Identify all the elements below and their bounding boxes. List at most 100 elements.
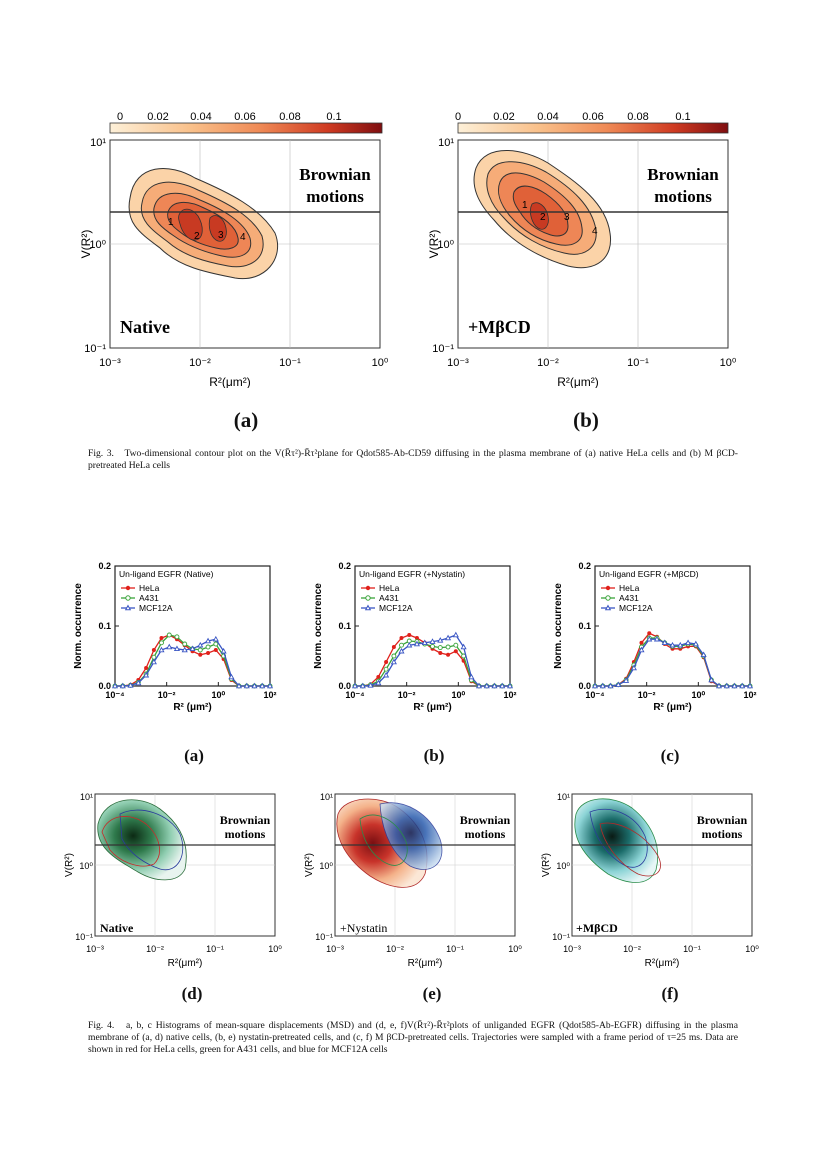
data-point xyxy=(646,635,653,642)
panel-letter: (b) xyxy=(573,408,599,432)
data-point xyxy=(591,682,599,689)
y-tick: 10¹ xyxy=(557,792,570,802)
x-tick: 10⁻³ xyxy=(326,944,344,954)
x-tick: 10⁰ xyxy=(268,944,282,954)
data-point xyxy=(692,640,699,647)
x-tick: 10⁻² xyxy=(158,690,176,700)
x-tick: 10⁻⁴ xyxy=(345,690,364,700)
brownian-label: Brownian xyxy=(220,813,271,827)
x-axis-label: R²(μm²) xyxy=(557,375,599,388)
data-point xyxy=(437,645,443,651)
data-point xyxy=(475,682,483,689)
histogram-chart: 0.2 0.1 0.010⁻⁴ 10⁻² 10⁰ 10² R² (μm²) Norm. occ… xyxy=(553,561,757,713)
x-axis-label: R² (μm²) xyxy=(413,702,451,713)
x-tick: 10⁰ xyxy=(212,690,226,700)
data-point xyxy=(351,682,359,689)
data-point xyxy=(677,641,684,648)
contour-blob xyxy=(128,167,279,280)
panel-letter: (e) xyxy=(422,984,442,1003)
legend-label: A431 xyxy=(619,593,639,603)
data-point xyxy=(506,682,514,689)
data-point xyxy=(159,636,164,640)
plot-frame xyxy=(354,565,511,687)
y-tick: 0.2 xyxy=(338,561,351,571)
colorbar-tick: 0.06 xyxy=(582,111,603,123)
data-point xyxy=(205,644,211,650)
x-tick: 10⁰ xyxy=(745,944,759,954)
data-point xyxy=(375,679,382,686)
contour-panel-e: Brownian motions +Nystatin 10¹ 10⁰ 10⁻¹ … xyxy=(304,792,522,969)
condition-label: +Nystatin xyxy=(340,921,387,935)
data-point xyxy=(390,658,397,665)
caption-lead: Fig. 3. xyxy=(88,448,114,459)
x-tick: 10⁻² xyxy=(189,357,211,369)
x-tick: 10⁰ xyxy=(372,357,389,369)
colorbar-tick: 0.02 xyxy=(147,111,168,123)
y-axis-label: V(R²) xyxy=(541,853,552,877)
x-tick: 10² xyxy=(263,690,276,700)
data-point xyxy=(206,651,211,655)
colorbar-ticks: 0 0.02 0.04 0.06 0.08 0.1 xyxy=(117,111,342,123)
data-point xyxy=(421,639,428,646)
colorbar-tick: 0.04 xyxy=(537,111,558,123)
panel-letter: (c) xyxy=(660,746,680,765)
colorbar-tick: 0.06 xyxy=(234,111,255,123)
x-tick: 10⁻¹ xyxy=(627,357,649,369)
panel-letter: (d) xyxy=(181,984,203,1003)
data-point xyxy=(429,638,436,644)
brownian-label: motions xyxy=(702,827,743,841)
data-point xyxy=(445,644,451,650)
x-tick: 10⁰ xyxy=(692,690,706,700)
data-point xyxy=(204,637,212,644)
y-tick: 10⁻¹ xyxy=(432,343,454,355)
y-axis-label: V(R²) xyxy=(80,230,93,259)
colorbar xyxy=(457,122,729,134)
chart-title: Un-ligand EGFR (+Nystatin) xyxy=(359,569,465,579)
peak-label: 4 xyxy=(592,226,598,237)
x-axis-label: R²(μm²) xyxy=(408,958,443,969)
y-axis-label: Norm. occurrence xyxy=(313,583,324,669)
y-tick: 10⁻¹ xyxy=(315,932,333,942)
x-axis-label: R² (μm²) xyxy=(173,702,211,713)
legend-label: HeLa xyxy=(619,583,640,593)
data-point xyxy=(739,682,746,689)
data-point xyxy=(407,633,412,637)
data-point xyxy=(384,660,389,664)
legend-label: HeLa xyxy=(139,583,160,593)
brownian-label: motions xyxy=(654,187,712,206)
data-point xyxy=(144,666,149,670)
brownian-label: Brownian xyxy=(697,813,748,827)
peak-label: 4 xyxy=(240,232,246,243)
data-point xyxy=(391,645,396,649)
legend-label: MCF12A xyxy=(379,603,413,613)
colorbar xyxy=(109,122,383,134)
x-tick: 10⁻¹ xyxy=(446,944,464,954)
x-tick: 10⁰ xyxy=(508,944,522,954)
y-tick: 0.2 xyxy=(578,561,591,571)
data-point xyxy=(399,642,404,648)
condition-label: +MβCD xyxy=(468,317,531,337)
data-point xyxy=(653,635,661,642)
peak-label: 3 xyxy=(218,230,224,241)
y-axis-label: V(R²) xyxy=(304,853,315,877)
fig3-caption: Fig. 3. Two-dimensional contour plot on … xyxy=(88,448,738,472)
y-tick: 10⁻¹ xyxy=(75,932,93,942)
data-point xyxy=(413,640,421,647)
data-point xyxy=(151,648,156,652)
data-point xyxy=(398,647,405,654)
panel-letter: (b) xyxy=(423,746,445,765)
data-point xyxy=(468,673,475,680)
data-point xyxy=(599,682,606,689)
data-point xyxy=(723,682,730,689)
data-point xyxy=(460,643,467,650)
y-axis-label: V(R²) xyxy=(64,853,75,877)
fig3-panel-b: 0 0.02 0.04 0.06 0.08 0.1 Brownian motio… xyxy=(428,111,737,388)
panel-letter: (a) xyxy=(184,746,204,765)
legend-label: MCF12A xyxy=(139,603,173,613)
caption-lead: Fig. 4. xyxy=(88,1020,115,1031)
data-point xyxy=(376,675,381,679)
fig3-panel-a: 0 0.02 0.04 0.06 0.08 0.1 Brownian motio… xyxy=(80,111,389,388)
colorbar-tick: 0.1 xyxy=(675,111,690,123)
data-point xyxy=(158,646,165,653)
